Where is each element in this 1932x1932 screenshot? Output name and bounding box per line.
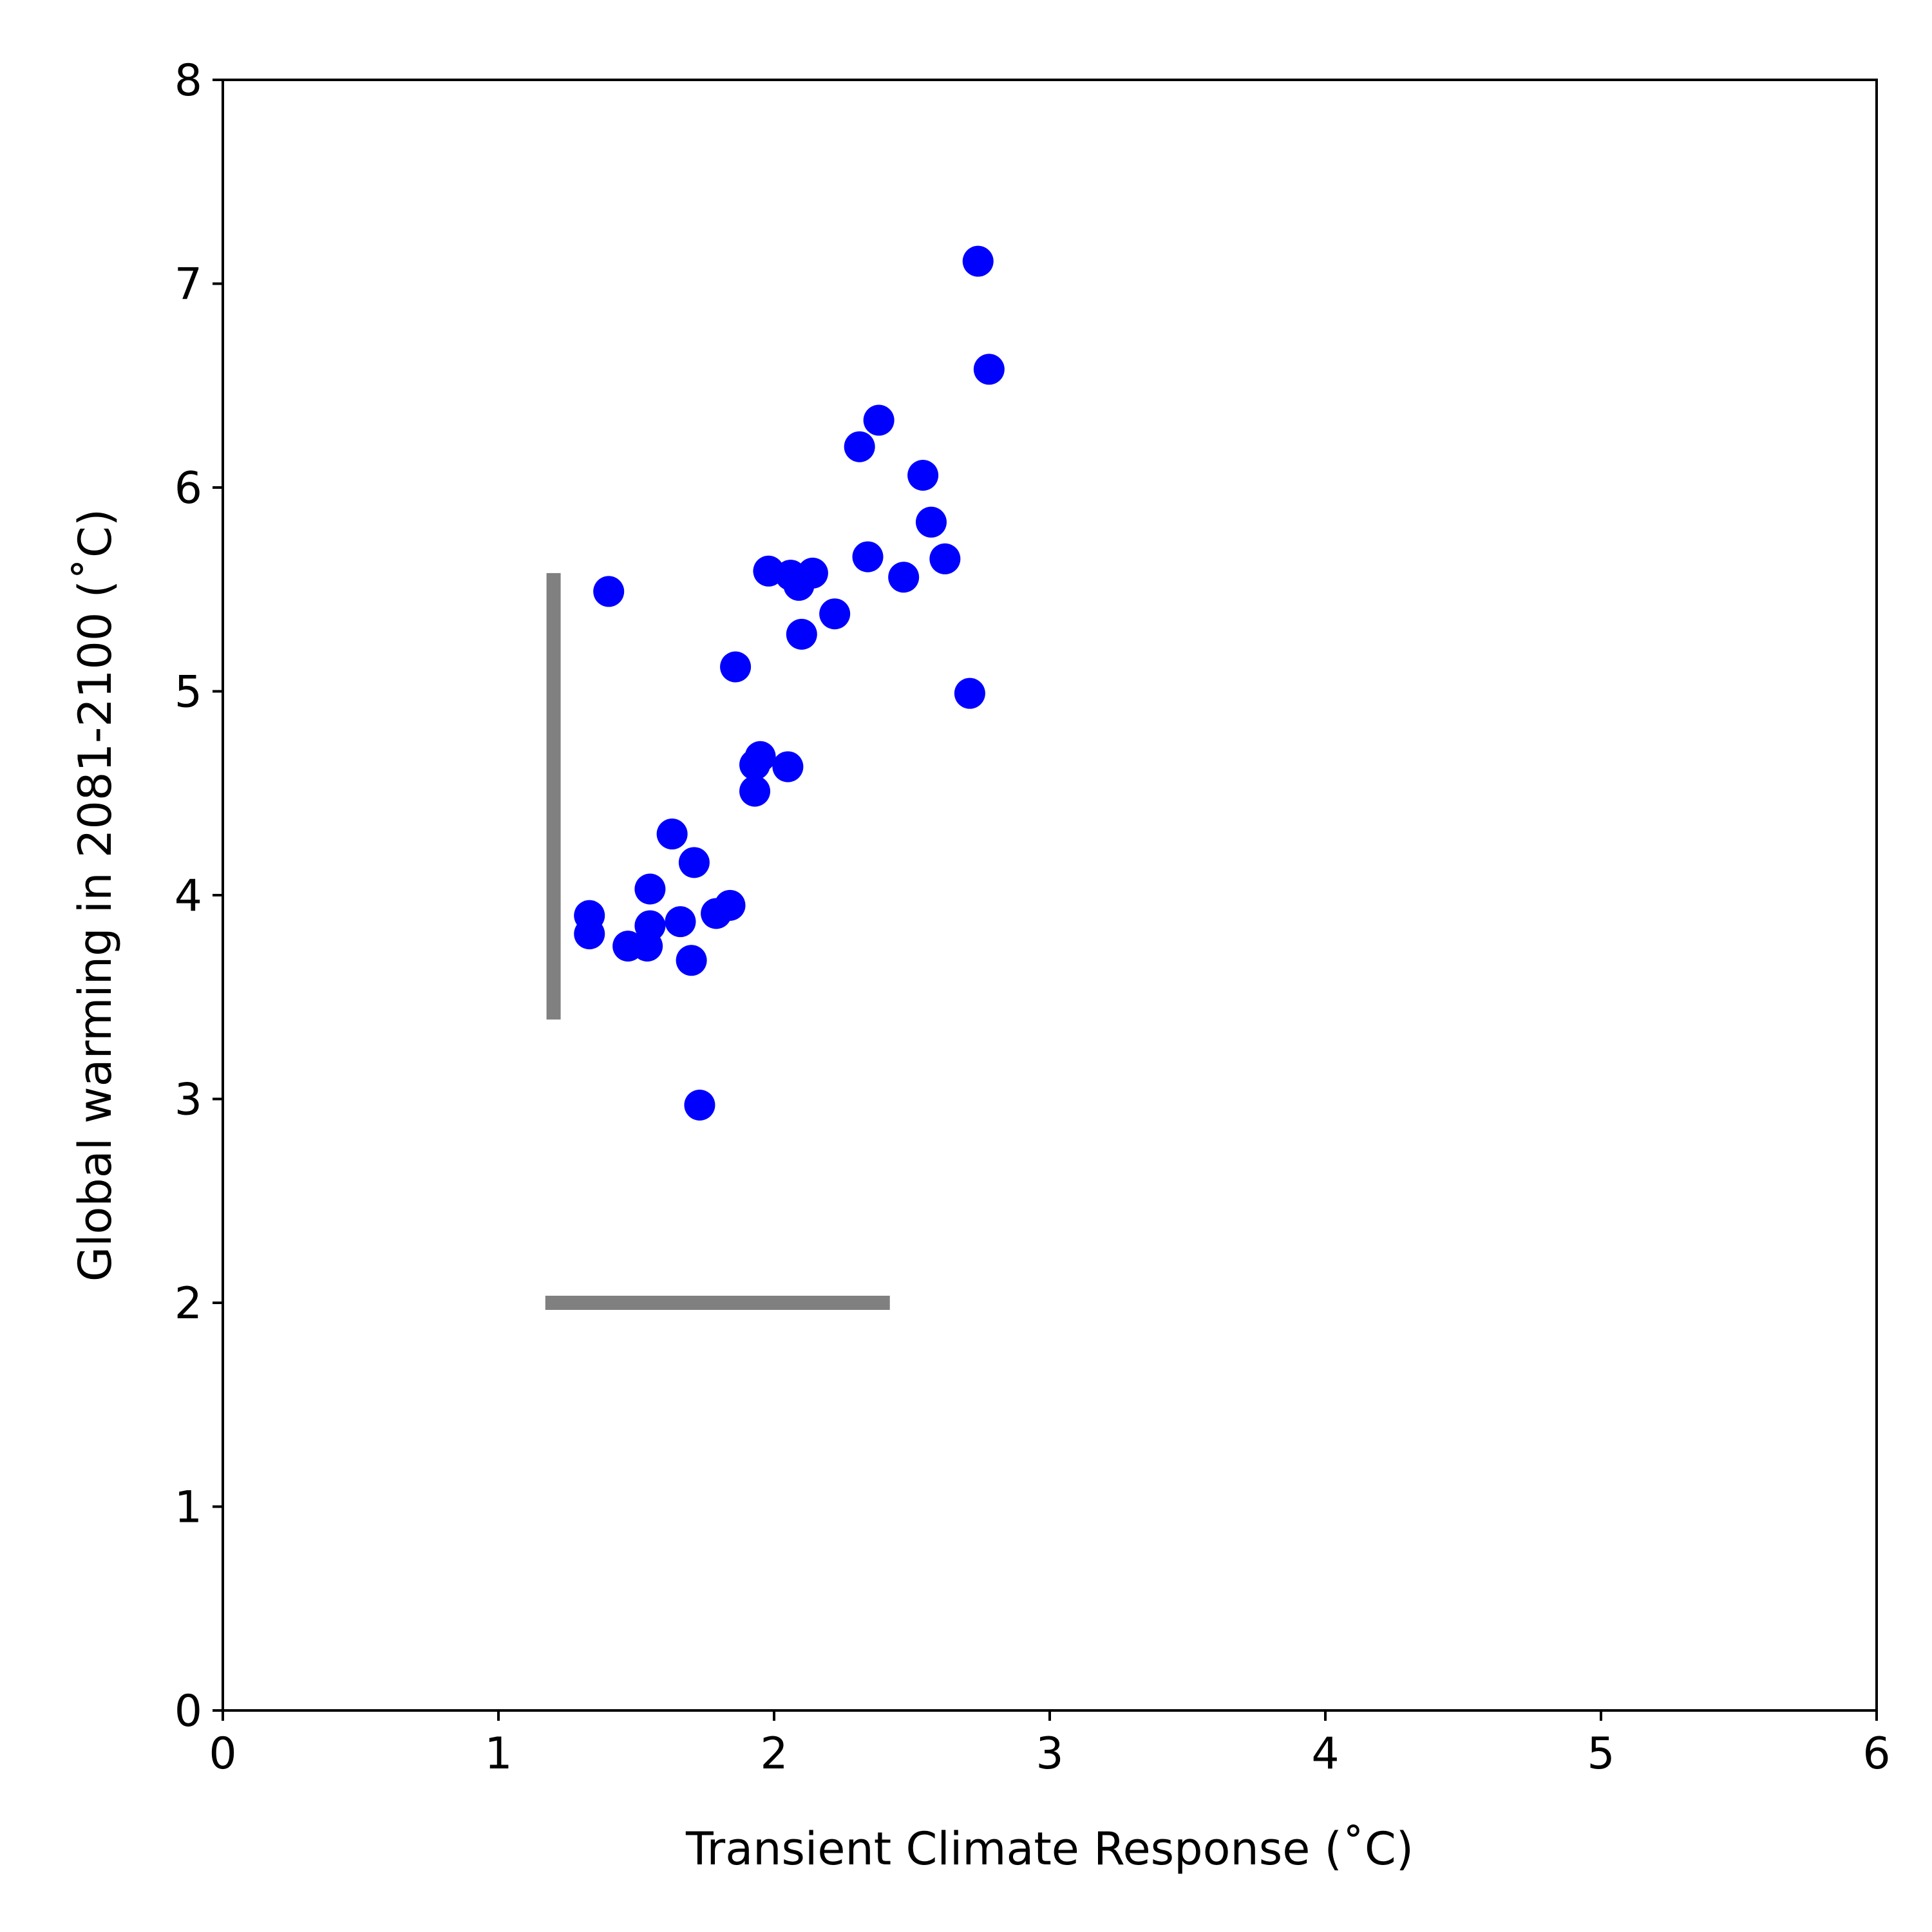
data-point (720, 651, 752, 683)
data-point (772, 751, 804, 782)
x-axis: 0 1 2 3 4 5 6 (209, 1710, 1891, 1779)
data-point (656, 819, 688, 850)
y-tick-label: 1 (175, 1482, 202, 1533)
data-point (819, 598, 851, 630)
x-tick-label: 1 (484, 1728, 512, 1779)
data-point (954, 677, 985, 709)
y-tick-label: 6 (175, 463, 202, 514)
x-tick-label: 0 (209, 1728, 236, 1779)
x-tick-label: 6 (1862, 1728, 1890, 1779)
y-axis-title: Global warming in 2081-2100 (˚C) (69, 509, 122, 1282)
data-point (844, 431, 875, 462)
data-point (797, 557, 828, 589)
x-tick-label: 3 (1036, 1728, 1063, 1779)
data-point (574, 918, 605, 950)
data-point (973, 354, 1005, 385)
y-tick-label: 7 (175, 260, 202, 310)
data-point (907, 460, 939, 491)
x-tick-label: 2 (760, 1728, 788, 1779)
data-point (744, 741, 776, 772)
x-tick-label: 5 (1587, 1728, 1615, 1779)
data-point (634, 910, 666, 942)
y-axis: 0 1 2 3 4 5 6 7 8 (175, 55, 223, 1737)
data-point (634, 873, 666, 905)
data-point (684, 1089, 715, 1121)
plot-marks (545, 245, 1005, 1310)
data-point (786, 618, 817, 650)
y-tick-label: 3 (175, 1075, 202, 1126)
data-point (676, 945, 707, 976)
data-point (929, 543, 961, 574)
y-tick-label: 5 (175, 667, 202, 718)
data-point (665, 906, 696, 938)
data-point (915, 506, 947, 538)
y-tick-label: 2 (175, 1278, 202, 1329)
data-point (678, 847, 710, 878)
y-tick-label: 4 (175, 871, 202, 922)
data-point (863, 404, 895, 436)
x-tick-label: 4 (1311, 1728, 1339, 1779)
y-tick-label: 8 (175, 55, 202, 106)
data-point (962, 245, 994, 277)
x-axis-title: Transient Climate Response (˚C) (685, 1823, 1414, 1875)
data-point (888, 562, 920, 593)
data-point (714, 889, 746, 921)
data-point (593, 576, 625, 607)
data-point (739, 775, 771, 807)
y-tick-label: 0 (175, 1686, 202, 1737)
data-point (852, 541, 884, 573)
